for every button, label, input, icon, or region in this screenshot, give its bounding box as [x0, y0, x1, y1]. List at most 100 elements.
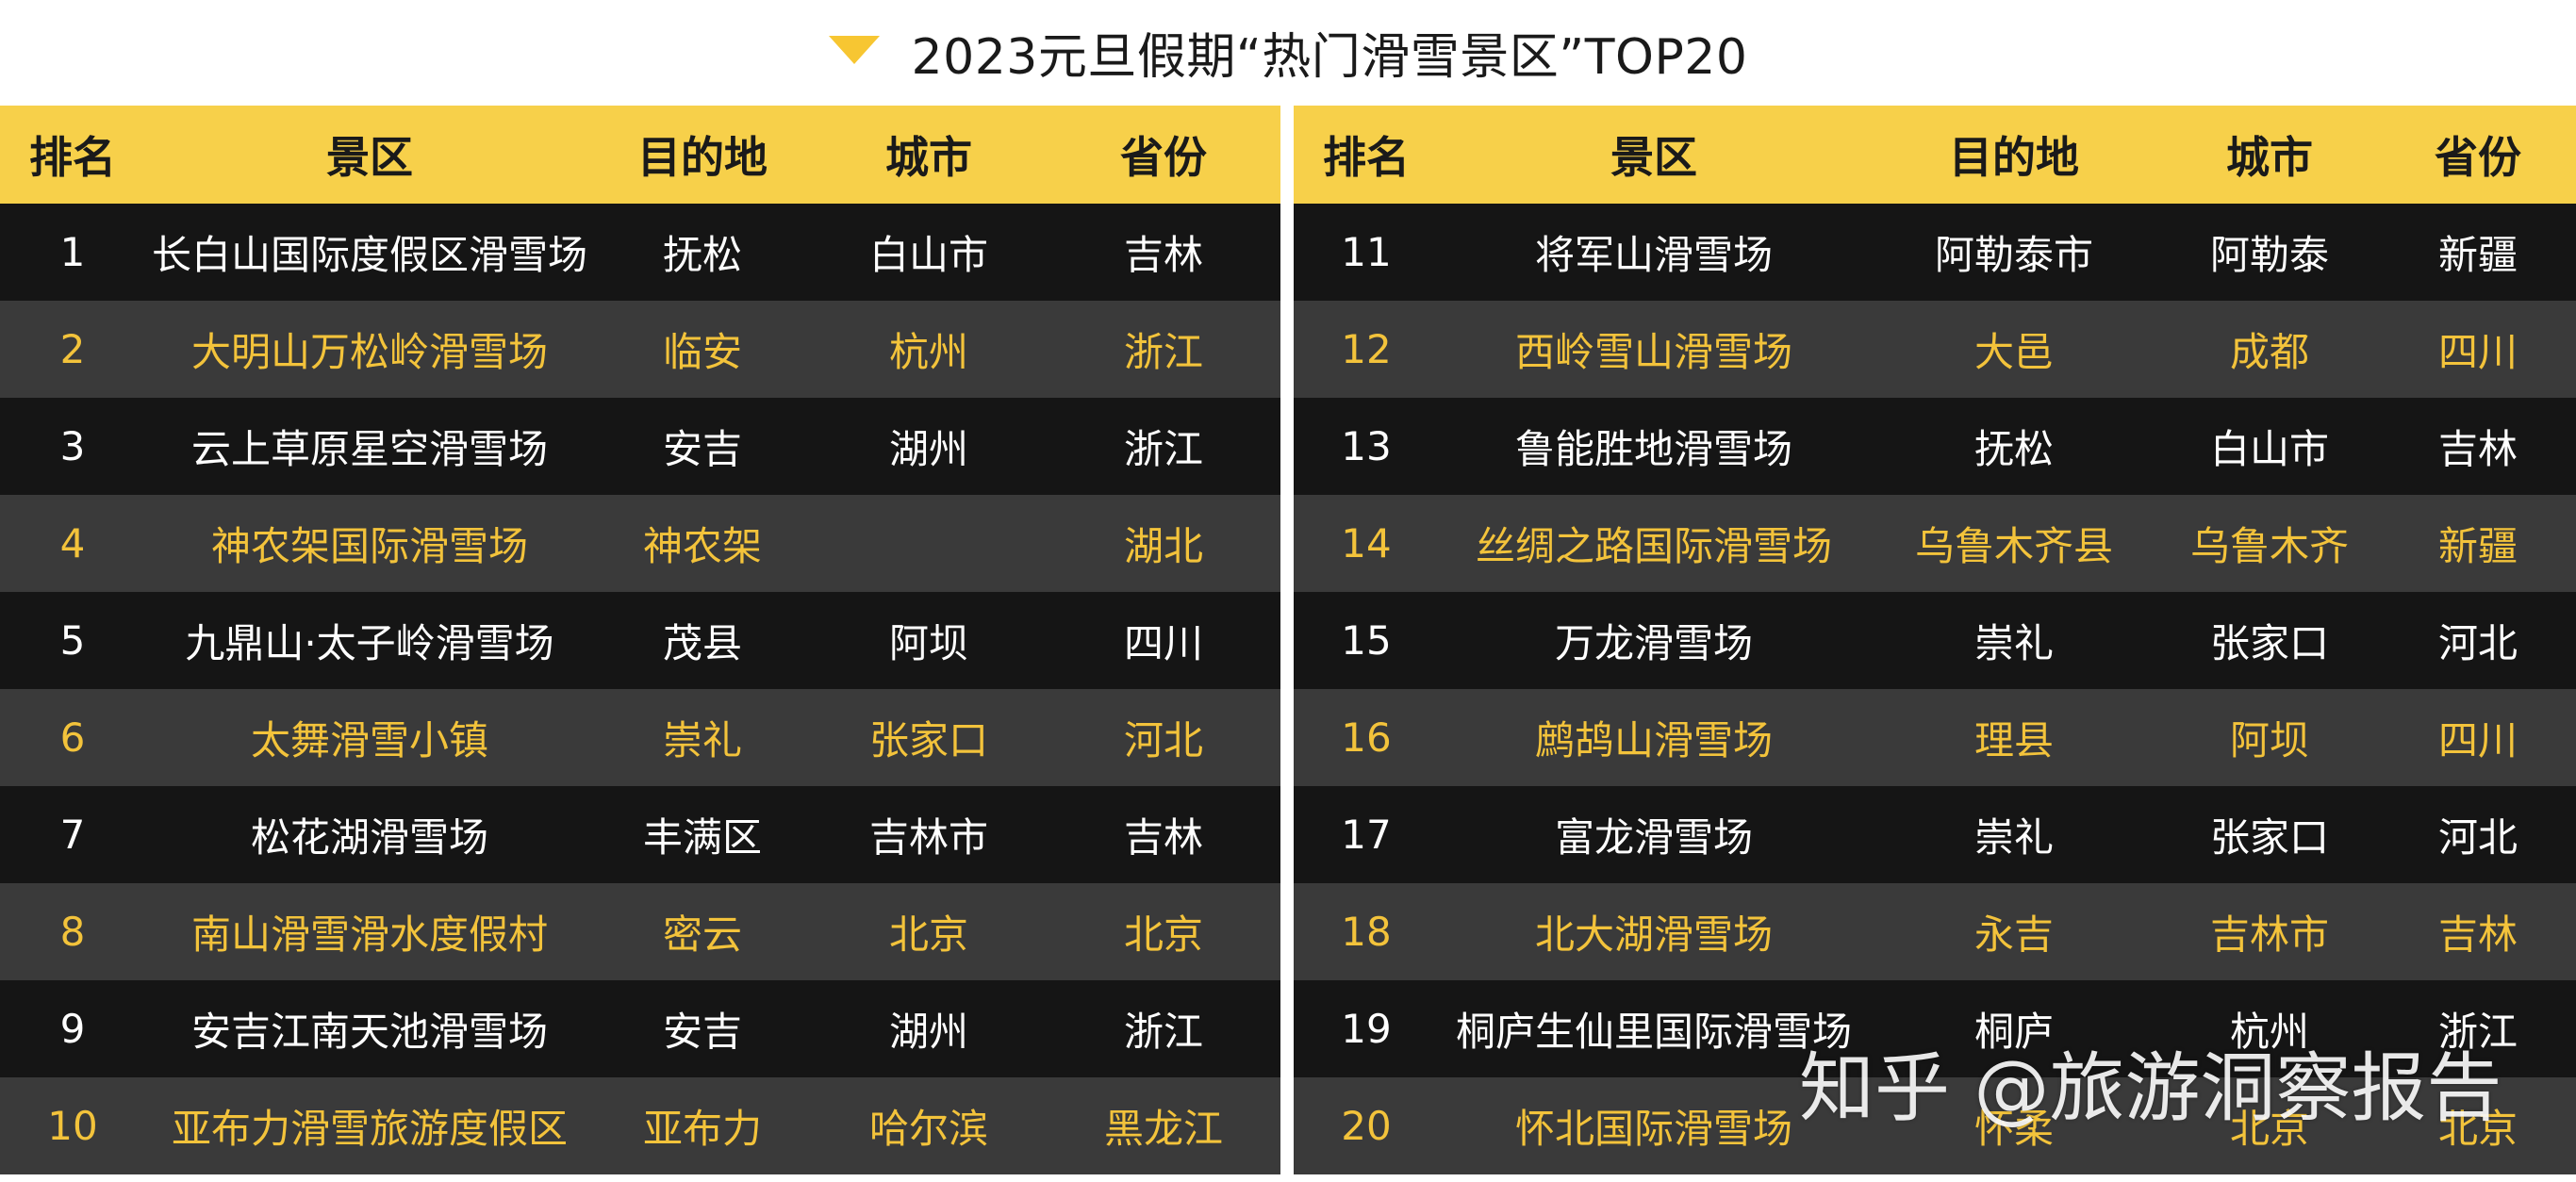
cell-city: 张家口: [2159, 786, 2380, 883]
cell-city: 成都: [2159, 301, 2380, 398]
cell-area: 怀北国际滑雪场: [1439, 1077, 1869, 1174]
cell-rank: 9: [0, 980, 145, 1077]
table-row: 18 北大湖滑雪场 永吉 吉林市 吉林: [1294, 883, 2576, 980]
cell-destination: 阿勒泰市: [1869, 204, 2159, 301]
header-rank: 排名: [0, 106, 145, 204]
page-title: 2023元旦假期“热门滑雪景区”TOP20: [911, 28, 1748, 86]
table-row: 5 九鼎山·太子岭滑雪场 茂县 阿坝 四川: [0, 592, 1280, 689]
table-row: 20 怀北国际滑雪场 怀柔 北京 北京: [1294, 1077, 2576, 1174]
cell-province: 浙江: [1047, 398, 1280, 495]
cell-area: 云上草原星空滑雪场: [145, 398, 594, 495]
cell-area: 大明山万松岭滑雪场: [145, 301, 594, 398]
cell-destination: 理县: [1869, 689, 2159, 786]
ranking-table-left: 排名 景区 目的地 城市 省份 1 长白山国际度假区滑雪场 抚松 白山市 吉林 …: [0, 106, 1280, 1174]
cell-city: 杭州: [2159, 980, 2380, 1077]
cell-area: 北大湖滑雪场: [1439, 883, 1869, 980]
cell-province: 河北: [1047, 689, 1280, 786]
cell-province: 河北: [2380, 592, 2576, 689]
cell-area: 将军山滑雪场: [1439, 204, 1869, 301]
cell-area: 长白山国际度假区滑雪场: [145, 204, 594, 301]
table-row: 2 大明山万松岭滑雪场 临安 杭州 浙江: [0, 301, 1280, 398]
cell-province: 吉林: [2380, 883, 2576, 980]
table-header-row: 排名 景区 目的地 城市 省份: [1294, 106, 2576, 204]
table-row: 8 南山滑雪滑水度假村 密云 北京 北京: [0, 883, 1280, 980]
table-row: 1 长白山国际度假区滑雪场 抚松 白山市 吉林: [0, 204, 1280, 301]
cell-destination: 崇礼: [594, 689, 811, 786]
cell-city: 北京: [811, 883, 1047, 980]
cell-destination: 密云: [594, 883, 811, 980]
cell-rank: 6: [0, 689, 145, 786]
cell-province: 湖北: [1047, 495, 1280, 592]
header-destination: 目的地: [1869, 106, 2159, 204]
header-city: 城市: [811, 106, 1047, 204]
cell-area: 鹧鸪山滑雪场: [1439, 689, 1869, 786]
cell-area: 万龙滑雪场: [1439, 592, 1869, 689]
header-destination: 目的地: [594, 106, 811, 204]
cell-destination: 崇礼: [1869, 786, 2159, 883]
title-bar: 2023元旦假期“热门滑雪景区”TOP20: [0, 0, 2576, 104]
cell-destination: 临安: [594, 301, 811, 398]
cell-province: 河北: [2380, 786, 2576, 883]
cell-destination: 抚松: [1869, 398, 2159, 495]
cell-area: 神农架国际滑雪场: [145, 495, 594, 592]
cell-city: 阿坝: [2159, 689, 2380, 786]
cell-rank: 10: [0, 1077, 145, 1174]
cell-rank: 20: [1294, 1077, 1439, 1174]
cell-city: [811, 495, 1047, 592]
cell-province: 北京: [2380, 1077, 2576, 1174]
cell-province: 浙江: [1047, 980, 1280, 1077]
cell-area: 富龙滑雪场: [1439, 786, 1869, 883]
cell-city: 湖州: [811, 398, 1047, 495]
cell-rank: 4: [0, 495, 145, 592]
table-header-row: 排名 景区 目的地 城市 省份: [0, 106, 1280, 204]
cell-rank: 15: [1294, 592, 1439, 689]
cell-city: 白山市: [811, 204, 1047, 301]
cell-rank: 18: [1294, 883, 1439, 980]
title-group: 2023元旦假期“热门滑雪景区”TOP20: [828, 17, 1748, 88]
table-row: 13 鲁能胜地滑雪场 抚松 白山市 吉林: [1294, 398, 2576, 495]
header-province: 省份: [2380, 106, 2576, 204]
ranking-table-right: 排名 景区 目的地 城市 省份 11 将军山滑雪场 阿勒泰市 阿勒泰 新疆 12…: [1294, 106, 2576, 1174]
header-area: 景区: [145, 106, 594, 204]
cell-destination: 丰满区: [594, 786, 811, 883]
table-row: 9 安吉江南天池滑雪场 安吉 湖州 浙江: [0, 980, 1280, 1077]
table-row: 10 亚布力滑雪旅游度假区 亚布力 哈尔滨 黑龙江: [0, 1077, 1280, 1174]
cell-province: 新疆: [2380, 495, 2576, 592]
cell-province: 黑龙江: [1047, 1077, 1280, 1174]
header-area: 景区: [1439, 106, 1869, 204]
cell-rank: 14: [1294, 495, 1439, 592]
cell-city: 乌鲁木齐: [2159, 495, 2380, 592]
cell-rank: 11: [1294, 204, 1439, 301]
table-row: 4 神农架国际滑雪场 神农架 湖北: [0, 495, 1280, 592]
cell-destination: 亚布力: [594, 1077, 811, 1174]
cell-rank: 2: [0, 301, 145, 398]
cell-rank: 8: [0, 883, 145, 980]
cell-city: 北京: [2159, 1077, 2380, 1174]
cell-destination: 神农架: [594, 495, 811, 592]
cell-rank: 1: [0, 204, 145, 301]
table-row: 15 万龙滑雪场 崇礼 张家口 河北: [1294, 592, 2576, 689]
cell-province: 四川: [2380, 689, 2576, 786]
cell-destination: 安吉: [594, 980, 811, 1077]
cell-destination: 乌鲁木齐县: [1869, 495, 2159, 592]
cell-city: 白山市: [2159, 398, 2380, 495]
cell-rank: 5: [0, 592, 145, 689]
cell-city: 阿勒泰: [2159, 204, 2380, 301]
cell-area: 南山滑雪滑水度假村: [145, 883, 594, 980]
cell-area: 松花湖滑雪场: [145, 786, 594, 883]
cell-destination: 茂县: [594, 592, 811, 689]
cell-destination: 桐庐: [1869, 980, 2159, 1077]
table-row: 17 富龙滑雪场 崇礼 张家口 河北: [1294, 786, 2576, 883]
cell-province: 浙江: [1047, 301, 1280, 398]
cell-city: 哈尔滨: [811, 1077, 1047, 1174]
cell-area: 安吉江南天池滑雪场: [145, 980, 594, 1077]
cell-city: 吉林市: [2159, 883, 2380, 980]
cell-city: 湖州: [811, 980, 1047, 1077]
cell-destination: 大邑: [1869, 301, 2159, 398]
table-row: 16 鹧鸪山滑雪场 理县 阿坝 四川: [1294, 689, 2576, 786]
cell-city: 吉林市: [811, 786, 1047, 883]
cell-destination: 抚松: [594, 204, 811, 301]
cell-province: 四川: [2380, 301, 2576, 398]
table-row: 19 桐庐生仙里国际滑雪场 桐庐 杭州 浙江: [1294, 980, 2576, 1077]
